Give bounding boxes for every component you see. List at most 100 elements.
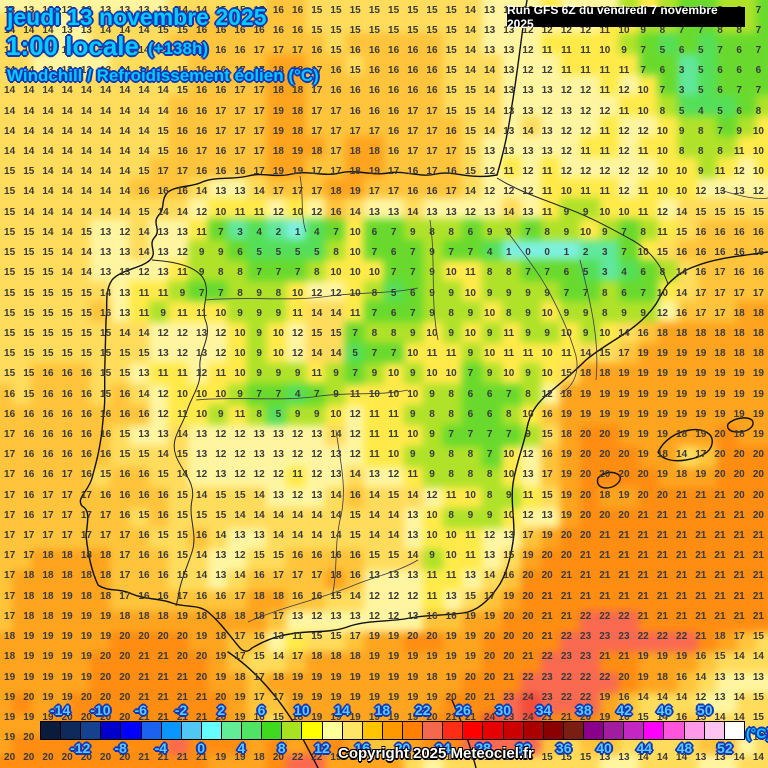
grid-value: 14 (157, 449, 169, 461)
fill-cell (50, 755, 71, 768)
grid-value: 12 (368, 590, 380, 602)
grid-value: 9 (525, 287, 531, 299)
grid-value: 19 (4, 691, 16, 703)
grid-value: 18 (4, 651, 16, 663)
grid-value: 8 (602, 287, 608, 299)
fill-cell (31, 404, 51, 426)
fill-cell (31, 280, 51, 302)
grid-value: 16 (23, 429, 35, 441)
grid-value: 15 (407, 4, 419, 16)
fill-cell (50, 383, 71, 405)
grid-value: 15 (100, 388, 112, 400)
grid-value: 10 (407, 429, 419, 441)
grid-value: 10 (215, 206, 227, 218)
grid-value: 12 (388, 469, 400, 481)
fill-cell (0, 12, 12, 34)
grid-value: 19 (368, 711, 380, 723)
grid-value: 12 (637, 125, 649, 137)
grid-value: 21 (196, 732, 208, 744)
fill-cell (50, 12, 71, 34)
grid-value: 16 (61, 449, 73, 461)
grid-value: 13 (522, 105, 534, 117)
grid-value: 12 (61, 4, 73, 16)
grid-value: 15 (445, 45, 457, 57)
grid-value: 7 (390, 267, 397, 279)
grid-value: 22 (560, 691, 572, 703)
grid-value: 13 (157, 348, 169, 360)
grid-value: 24 (522, 711, 534, 723)
fill-cell (0, 136, 12, 158)
grid-value: 13 (119, 4, 131, 16)
grid-value: 14 (176, 469, 188, 481)
grid-value: 21 (541, 711, 553, 723)
grid-value: 7 (582, 287, 589, 299)
grid-value: 16 (42, 449, 54, 461)
fill-cell (11, 239, 32, 261)
grid-value: 14 (196, 550, 208, 562)
fill-cell (521, 672, 541, 694)
grid-value: 10 (599, 206, 611, 218)
grid-value: 18 (4, 631, 16, 643)
grid-value: 16 (138, 186, 150, 198)
grid-value: 14 (234, 509, 246, 521)
grid-value: 17 (445, 146, 457, 158)
grid-value: 19 (311, 671, 323, 683)
grid-value: 21 (676, 530, 688, 542)
grid-value: 15 (445, 85, 457, 97)
grid-value: 15 (752, 631, 764, 643)
grid-value: 19 (368, 631, 380, 643)
grid-value: 21 (695, 530, 707, 542)
grid-value: 21 (138, 651, 150, 663)
grid-value: 6 (390, 307, 397, 319)
grid-value: 17 (234, 146, 246, 158)
grid-value: 9 (621, 45, 627, 57)
grid-value: 11 (637, 146, 649, 158)
grid-value: 15 (388, 24, 400, 36)
grid-value: 21 (157, 651, 169, 663)
grid-value: 8 (506, 267, 512, 279)
grid-value: 10 (656, 166, 668, 178)
grid-value: 10 (656, 287, 668, 299)
grid-value: 8 (448, 469, 454, 481)
grid-value: 13 (157, 226, 169, 238)
fill-cell (90, 672, 110, 694)
grid-value: 10 (234, 368, 246, 380)
grid-value: 17 (100, 530, 112, 542)
fill-cell (31, 445, 51, 467)
grid-value: 8 (659, 105, 666, 117)
grid-value: 15 (330, 45, 342, 57)
grid-value: 15 (23, 226, 35, 238)
grid-value: 19 (292, 671, 304, 683)
grid-value: 19 (560, 509, 572, 521)
grid-value: 12 (618, 146, 630, 158)
grid-value: 22 (560, 631, 572, 643)
grid-value: 15 (80, 287, 92, 299)
grid-value: 19 (599, 408, 611, 420)
grid-value: 10 (637, 85, 649, 97)
grid-value: 10 (618, 24, 630, 36)
grid-value: 19 (599, 388, 611, 400)
grid-value: 20 (484, 671, 496, 683)
grid-value: 19 (4, 732, 16, 744)
grid-value: 17 (4, 550, 16, 562)
grid-value: 11 (580, 65, 591, 77)
grid-value: 14 (138, 45, 150, 57)
grid-value: 19 (330, 691, 342, 703)
grid-value: 12 (311, 610, 323, 622)
fill-cell (11, 631, 32, 653)
grid-value: 15 (388, 550, 400, 562)
grid-value: 11 (637, 206, 649, 218)
grid-value: 19 (656, 651, 668, 663)
grid-value: 11 (561, 45, 572, 57)
grid-value: 4 (621, 267, 627, 279)
fill-cell (31, 322, 51, 343)
grid-value: 15 (541, 429, 553, 441)
fill-cell (11, 610, 32, 632)
grid-value: 17 (253, 691, 265, 703)
grid-value: 15 (42, 348, 54, 360)
grid-value: 19 (752, 429, 764, 441)
fill-cell (31, 528, 51, 550)
grid-value: 4 (256, 226, 262, 238)
grid-value: 13 (80, 45, 92, 57)
grid-value: 14 (138, 24, 150, 36)
